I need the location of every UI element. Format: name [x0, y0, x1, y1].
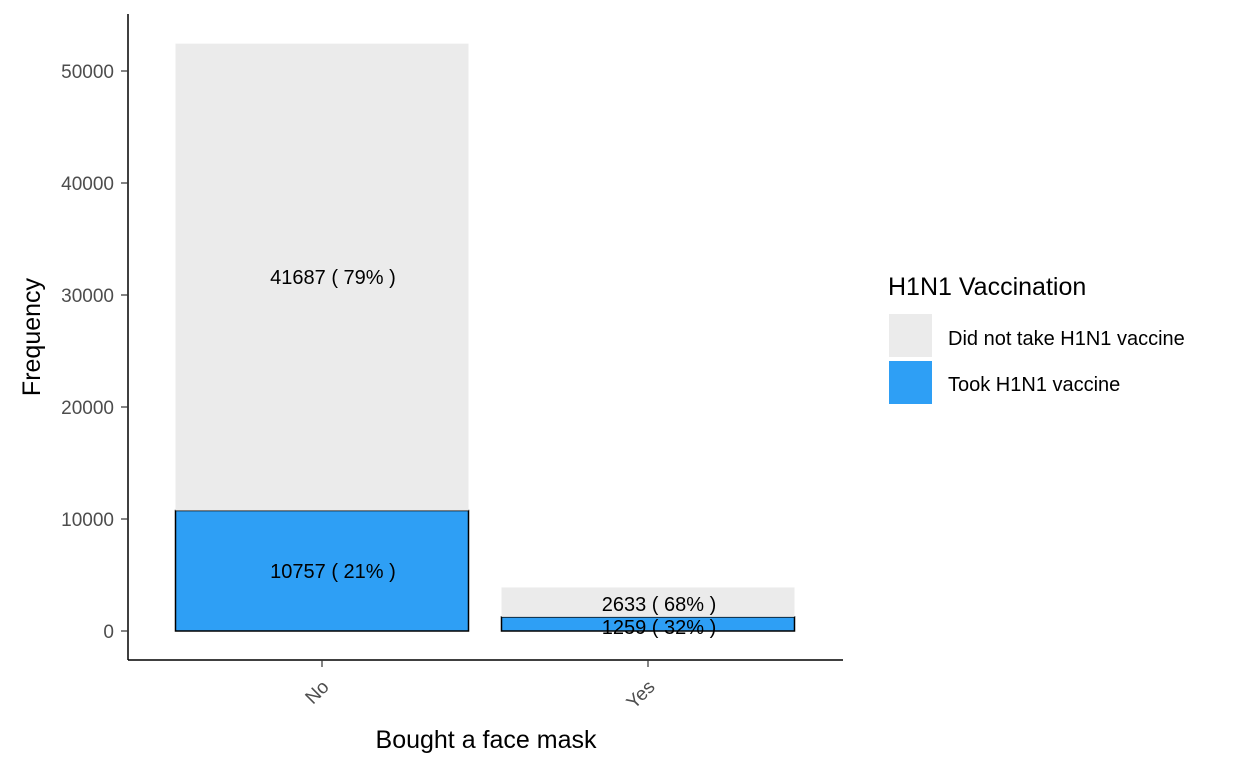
- legend-title: H1N1 Vaccination: [888, 273, 1086, 301]
- x-tick-label: No: [302, 677, 334, 709]
- bar-label-did-not-take-yes: 2633 ( 68% ): [602, 594, 717, 616]
- legend-swatch-did-not-take: [889, 314, 932, 357]
- x-axis-ticks: No Yes: [302, 660, 660, 713]
- legend-swatch-took: [889, 361, 932, 404]
- y-tick-label: 0: [103, 622, 114, 643]
- y-tick-label: 20000: [61, 398, 114, 419]
- plot-area: 10757 ( 21% ) 41687 ( 79% ) 1259 ( 32% )26…: [174, 43, 796, 639]
- y-tick-label: 10000: [61, 510, 114, 531]
- legend-label-did-not-take: Did not take H1N1 vaccine: [948, 328, 1185, 350]
- y-axis-ticks: 0 10000 20000 30000 40000 50000: [61, 62, 128, 643]
- y-tick-label: 30000: [61, 286, 114, 307]
- x-axis-title: Bought a face mask: [376, 726, 597, 754]
- bar-segment-did-not-take-yes: [501, 587, 795, 617]
- legend: H1N1 Vaccination Did not take H1N1 vacci…: [888, 273, 1185, 404]
- bar-label-did-not-take-no: 41687 ( 79% ): [270, 267, 396, 289]
- y-tick-label: 40000: [61, 174, 114, 195]
- bar-segment-did-not-take-no: [175, 43, 469, 511]
- y-tick-label: 50000: [61, 62, 114, 83]
- bar-label-took-no: 10757 ( 21% ): [270, 561, 396, 583]
- x-tick-label: Yes: [623, 677, 660, 714]
- y-axis-title: Frequency: [18, 277, 46, 396]
- bar-segment-took-no: [174, 509, 470, 632]
- bar-label-took-yes: 1259 ( 32% ): [602, 617, 717, 639]
- legend-label-took: Took H1N1 vaccine: [948, 374, 1120, 396]
